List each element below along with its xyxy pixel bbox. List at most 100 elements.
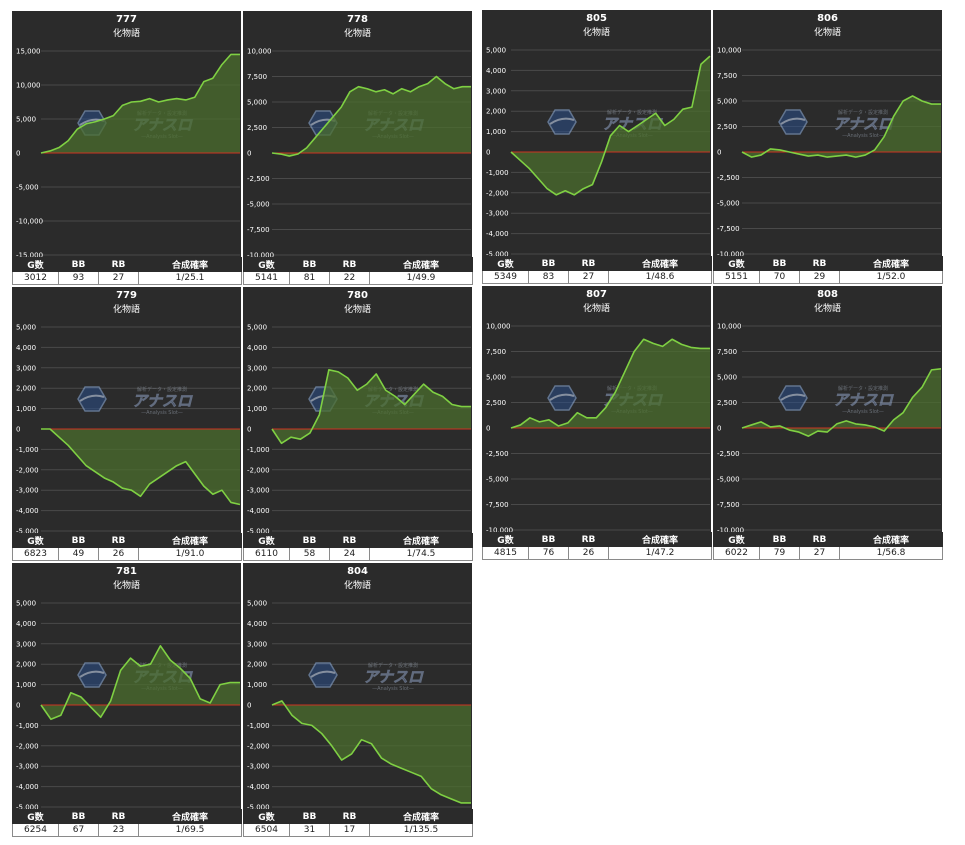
y-tick-label: 4,000: [247, 344, 267, 352]
series-line: [40, 53, 240, 154]
rate-value: 1/48.6: [608, 270, 712, 284]
series-area: [511, 339, 710, 428]
header-rate: 合成確率: [608, 532, 712, 547]
header-rb: RB: [568, 256, 609, 271]
header-bb: BB: [289, 809, 330, 824]
y-tick-label: 5,000: [16, 324, 36, 332]
y-tick-label: -5,000: [717, 476, 740, 484]
bb-value: 31: [289, 823, 330, 837]
games-value: 6110: [243, 547, 290, 561]
chart-card-804: 5,000 4,000 3,000 2,000 1,000 0 -1,000 -2,000 -3…: [243, 563, 473, 837]
y-tick-label: -4,000: [247, 783, 270, 791]
y-tick-label: 3,000: [486, 87, 506, 95]
header-rate: 合成確率: [138, 809, 242, 824]
games-value: 5349: [482, 270, 529, 284]
games-value: 4815: [482, 546, 529, 560]
bb-value: 58: [289, 547, 330, 561]
y-tick-label: -7,500: [486, 501, 509, 509]
header-rate: 合成確率: [608, 256, 712, 271]
stats-value-row: 6022 79 27 1/56.8: [713, 546, 943, 560]
header-bb: BB: [528, 532, 569, 547]
y-tick-label: -7,500: [717, 225, 740, 233]
rb-value: 26: [568, 546, 609, 560]
chart-title: 780: [347, 290, 368, 301]
chart-svg: 5,000 4,000 3,000 2,000 1,000 0 -1,000 -2,000 -3…: [16, 324, 241, 533]
watermark-hex-icon: [308, 662, 338, 688]
y-tick-label: 10,000: [486, 323, 511, 331]
header-bb: BB: [528, 256, 569, 271]
bb-value: 81: [289, 271, 330, 285]
chart-card-777: 15,00010,0005,0000-5,000-10,000-15,000解析…: [12, 11, 242, 285]
games-value: 5151: [713, 270, 760, 284]
header-rate: 合成確率: [839, 256, 943, 271]
header-rate: 合成確率: [138, 533, 242, 548]
series-area: [41, 54, 240, 153]
header-bb: BB: [58, 533, 99, 548]
bb-value: 67: [58, 823, 99, 837]
y-tick-label: 7,500: [717, 348, 737, 356]
chart-panel: 10,000 7,500 5,000 2,500 0 -2,500 -5,000 -7,500…: [243, 11, 472, 257]
chart-title: 781: [116, 566, 137, 577]
y-tick-label: 4,000: [16, 620, 36, 628]
header-bb: BB: [289, 533, 330, 548]
chart-subtitle: 化物語: [112, 305, 140, 315]
y-tick-label: 5,000: [717, 98, 737, 106]
rate-value: 1/47.2: [608, 546, 712, 560]
y-tick-label: 4,000: [16, 344, 36, 352]
rate-value: 1/52.0: [839, 270, 943, 284]
y-tick-label: 1,000: [486, 128, 506, 136]
chart-title: 777: [116, 14, 137, 25]
chart-subtitle: 化物語: [343, 581, 371, 591]
rate-value: 1/25.1: [138, 271, 242, 285]
chart-svg: 15,00010,0005,0000-5,000-10,000-15,000解析…: [16, 48, 240, 257]
watermark-sub-text: —Analysis Slot—: [372, 686, 414, 692]
y-tick-label: 1,000: [16, 681, 36, 689]
chart-card-779: 5,000 4,000 3,000 2,000 1,000 0 -1,000 -2,000 -3…: [12, 287, 242, 561]
series-area: [41, 429, 240, 505]
header-games: G数: [713, 532, 760, 547]
stats-value-row: 6504 31 17 1/135.5: [243, 823, 473, 837]
stats-header-row: G数 BB RB 合成確率: [713, 256, 943, 271]
y-tick-label: -4,000: [486, 230, 509, 238]
chart-subtitle: 化物語: [112, 29, 140, 39]
rate-value: 1/74.5: [369, 547, 473, 561]
y-tick-label: -10,000: [486, 527, 513, 533]
games-value: 6254: [12, 823, 59, 837]
rate-value: 1/91.0: [138, 547, 242, 561]
chart-subtitle: 化物語: [582, 304, 610, 314]
header-games: G数: [713, 256, 760, 271]
watermark-hex-icon: [778, 385, 808, 411]
games-value: 6022: [713, 546, 760, 560]
y-tick-label: 3,000: [16, 364, 36, 372]
stats-value-row: 5349 83 27 1/48.6: [482, 270, 712, 284]
y-tick-label: -10,000: [247, 252, 274, 258]
chart-panel: 5,000 4,000 3,000 2,000 1,000 0 -1,000 -2,000 -3…: [12, 563, 241, 809]
watermark-main-text: アナスロ: [833, 115, 894, 133]
chart-subtitle: 化物語: [813, 304, 841, 314]
chart-svg: 10,000 7,500 5,000 2,500 0 -2,500 -5,000 -7,500…: [717, 47, 941, 256]
rb-value: 24: [329, 547, 370, 561]
stats-header-row: G数 BB RB 合成確率: [482, 256, 712, 271]
series-line: [510, 338, 710, 429]
y-tick-label: 2,000: [486, 108, 506, 116]
y-tick-label: 0: [247, 702, 251, 710]
y-tick-label: 0: [247, 150, 251, 158]
y-tick-label: -1,000: [486, 169, 509, 177]
watermark-top-text: 解析データ・設定推測: [838, 109, 888, 116]
y-tick-label: -3,000: [486, 210, 509, 218]
watermark-sub-text: —Analysis Slot—: [141, 410, 183, 416]
y-tick-label: 0: [486, 149, 490, 157]
stats-table: G数 BB RB 合成確率 3012 93 27 1/25.1: [12, 257, 242, 285]
y-tick-label: 2,500: [717, 399, 737, 407]
chart-svg: 10,000 7,500 5,000 2,500 0 -2,500 -5,000 -7,500…: [486, 323, 710, 533]
chart-title: 805: [586, 13, 607, 24]
chart-subtitle: 化物語: [813, 28, 841, 38]
series-line: [40, 645, 240, 721]
y-tick-label: 0: [16, 702, 20, 710]
y-tick-label: -2,500: [717, 450, 740, 458]
chart-svg: 5,000 4,000 3,000 2,000 1,000 0 -1,000 -2,000 -3…: [247, 600, 471, 809]
y-tick-label: 0: [486, 425, 490, 433]
